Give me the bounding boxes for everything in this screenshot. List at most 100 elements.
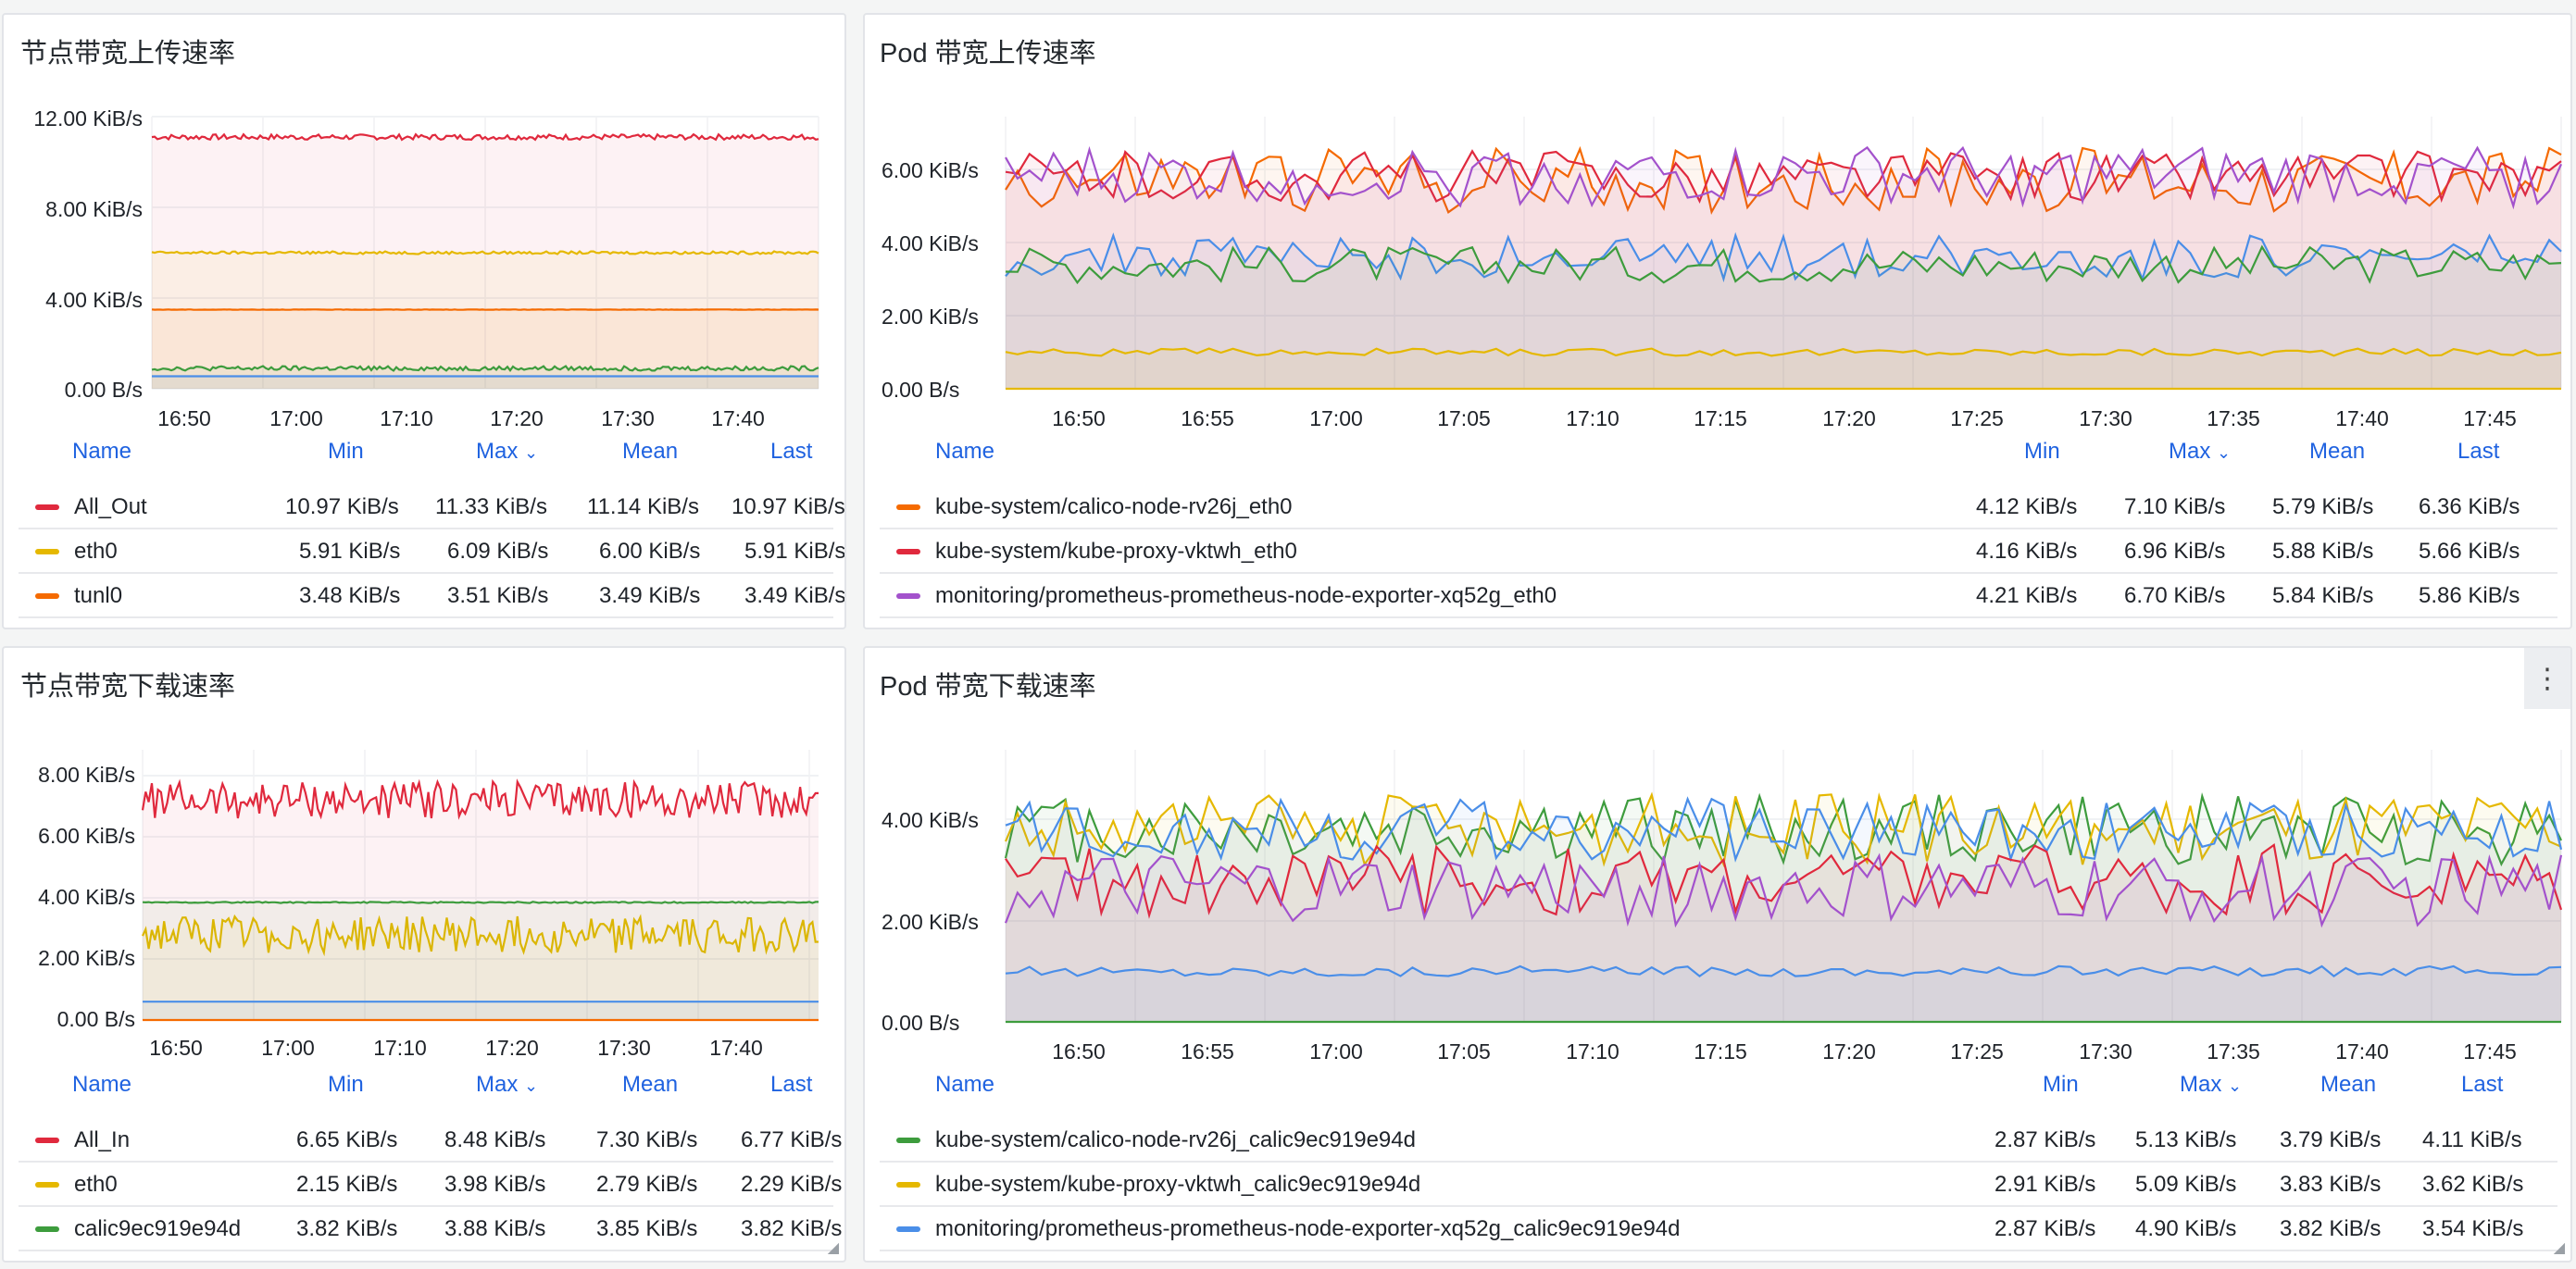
legend-row[interactable]: tunl0 3.48 KiB/s 3.51 KiB/s 3.49 KiB/s 3…	[19, 574, 844, 618]
legend-row[interactable]: All_In 6.65 KiB/s 8.48 KiB/s 7.30 KiB/s …	[19, 1118, 842, 1163]
legend-header-name[interactable]: Name	[935, 439, 995, 464]
legend-row[interactable]: kube-system/kube-proxy-vktwh_calic9ec919…	[880, 1163, 2557, 1207]
value-max: 8.48 KiB/s	[444, 1127, 546, 1152]
x-tick: 17:00	[261, 1036, 315, 1060]
x-tick: 17:30	[601, 406, 655, 430]
series-color-swatch	[35, 504, 59, 510]
panel-title[interactable]: Pod 带宽上传速率	[880, 39, 1096, 68]
y-tick: 0.00 B/s	[56, 1007, 135, 1031]
resize-handle[interactable]: ◢	[827, 1240, 839, 1256]
series-area	[1006, 348, 2561, 389]
y-tick: 4.00 KiB/s	[882, 808, 979, 832]
value-max: 6.96 KiB/s	[2124, 539, 2226, 564]
legend-header-mean[interactable]: Mean	[2320, 1072, 2377, 1097]
value-mean: 7.30 KiB/s	[596, 1127, 698, 1152]
legend-row[interactable]: kube-system/kube-proxy-vktwh_eth0 4.16 K…	[880, 529, 2557, 574]
series-area	[1006, 799, 2561, 1022]
legend-header-last[interactable]: Last	[2461, 1072, 2504, 1097]
legend-row[interactable]: monitoring/prometheus-prometheus-node-ex…	[880, 1207, 2557, 1251]
panel-node-upload: 节点带宽上传速率 12.00 KiB/s 8.00 KiB/s 4.00 KiB…	[2, 13, 846, 629]
legend-header-mean[interactable]: Mean	[622, 1072, 679, 1097]
series-line	[1005, 145, 2563, 210]
legend-row[interactable]: eth0 5.91 KiB/s 6.09 KiB/s 6.00 KiB/s 5.…	[19, 529, 844, 574]
legend-header-name[interactable]: Name	[935, 1072, 995, 1097]
chart-plot[interactable]	[1004, 750, 2563, 1027]
series-color-swatch	[896, 593, 920, 599]
y-tick: 4.00 KiB/s	[45, 288, 143, 312]
x-tick: 17:00	[1309, 1039, 1363, 1064]
chart-plot[interactable]	[1005, 117, 2563, 394]
series-area	[1006, 965, 2561, 1022]
value-min: 4.12 KiB/s	[1976, 494, 2078, 519]
legend-header-max[interactable]: Max ⌄	[2169, 439, 2231, 465]
series-line	[1004, 852, 2563, 928]
legend-row[interactable]: calic9ec919e94d 3.82 KiB/s 3.88 KiB/s 3.…	[19, 1207, 842, 1251]
value-last: 6.36 KiB/s	[2419, 494, 2520, 519]
value-last: 10.97 KiB/s	[732, 494, 845, 519]
legend-header-max-label: Max	[2169, 439, 2211, 464]
legend-row[interactable]: eth0 2.15 KiB/s 3.98 KiB/s 2.79 KiB/s 2.…	[19, 1163, 842, 1207]
legend-header-max[interactable]: Max ⌄	[476, 439, 538, 465]
x-tick: 17:45	[2463, 406, 2517, 430]
series-color-swatch	[896, 504, 920, 510]
legend-header-last[interactable]: Last	[770, 439, 813, 464]
value-max: 3.98 KiB/s	[444, 1172, 546, 1197]
legend-header-max-label: Max	[476, 1072, 519, 1097]
legend-header-last[interactable]: Last	[770, 1072, 813, 1097]
panel-title[interactable]: 节点带宽上传速率	[20, 39, 236, 68]
x-tick: 17:45	[2463, 1039, 2517, 1064]
value-mean: 5.84 KiB/s	[2272, 583, 2374, 608]
value-mean: 5.79 KiB/s	[2272, 494, 2374, 519]
panel-menu-button[interactable]: ⋮	[2524, 648, 2570, 709]
value-min: 2.91 KiB/s	[1995, 1172, 2096, 1197]
legend-header-mean[interactable]: Mean	[2309, 439, 2366, 464]
chevron-down-icon: ⌄	[2217, 443, 2232, 462]
value-mean: 5.88 KiB/s	[2272, 539, 2374, 564]
series-area	[1006, 854, 2561, 1022]
series-line	[1005, 244, 2562, 285]
legend-header-min[interactable]: Min	[328, 1072, 364, 1097]
y-tick: 0.00 B/s	[882, 1011, 960, 1035]
kebab-menu-icon: ⋮	[2533, 663, 2561, 694]
series-color-swatch	[35, 549, 59, 554]
series-area	[143, 781, 819, 1020]
value-min: 10.97 KiB/s	[285, 494, 399, 519]
legend-header-max[interactable]: Max ⌄	[476, 1072, 538, 1098]
series-name: kube-system/kube-proxy-vktwh_calic9ec919…	[935, 1172, 1421, 1197]
x-tick: 17:10	[380, 406, 433, 430]
legend-header-mean[interactable]: Mean	[622, 439, 679, 464]
chart-plot[interactable]	[141, 750, 819, 1027]
legend-row[interactable]: kube-system/calico-node-rv26j_eth0 4.12 …	[880, 485, 2557, 529]
y-tick: 6.00 KiB/s	[38, 824, 135, 848]
legend-header-name[interactable]: Name	[72, 439, 132, 464]
value-max: 5.13 KiB/s	[2135, 1127, 2237, 1152]
series-area	[143, 902, 819, 1020]
series-line	[142, 914, 819, 957]
series-name: eth0	[74, 1172, 118, 1197]
legend-header-min[interactable]: Min	[2024, 439, 2060, 464]
value-max: 7.10 KiB/s	[2124, 494, 2226, 519]
x-tick: 17:20	[1822, 406, 1876, 430]
panel-title[interactable]: Pod 带宽下载速率	[880, 672, 1096, 702]
series-name: eth0	[74, 539, 118, 564]
series-color-swatch	[896, 1138, 920, 1143]
resize-handle[interactable]: ◢	[2553, 1240, 2565, 1256]
x-tick: 17:20	[1822, 1039, 1876, 1064]
legend-header-name[interactable]: Name	[72, 1072, 132, 1097]
x-tick: 17:00	[269, 406, 323, 430]
legend-header-last[interactable]: Last	[2457, 439, 2500, 464]
panel-pod-download: Pod 带宽下载速率 ⋮ 4.00 KiB/s 2.00 KiB/s 0.00 …	[863, 646, 2572, 1263]
legend-header-min[interactable]: Min	[2043, 1072, 2079, 1097]
chart-plot[interactable]	[151, 116, 819, 394]
legend-header-max[interactable]: Max ⌄	[2180, 1072, 2242, 1098]
legend-row[interactable]: kube-system/calico-node-rv26j_calic9ec91…	[880, 1118, 2557, 1163]
y-tick: 4.00 KiB/s	[882, 231, 979, 255]
value-max: 6.70 KiB/s	[2124, 583, 2226, 608]
legend-row[interactable]: monitoring/prometheus-prometheus-node-ex…	[880, 574, 2557, 618]
panel-title[interactable]: 节点带宽下载速率	[20, 672, 236, 702]
value-min: 2.87 KiB/s	[1995, 1216, 2096, 1241]
series-line	[151, 250, 819, 255]
series-name: calic9ec919e94d	[74, 1216, 242, 1241]
legend-header-min[interactable]: Min	[328, 439, 364, 464]
legend-row[interactable]: All_Out 10.97 KiB/s 11.33 KiB/s 11.14 Ki…	[19, 485, 844, 529]
